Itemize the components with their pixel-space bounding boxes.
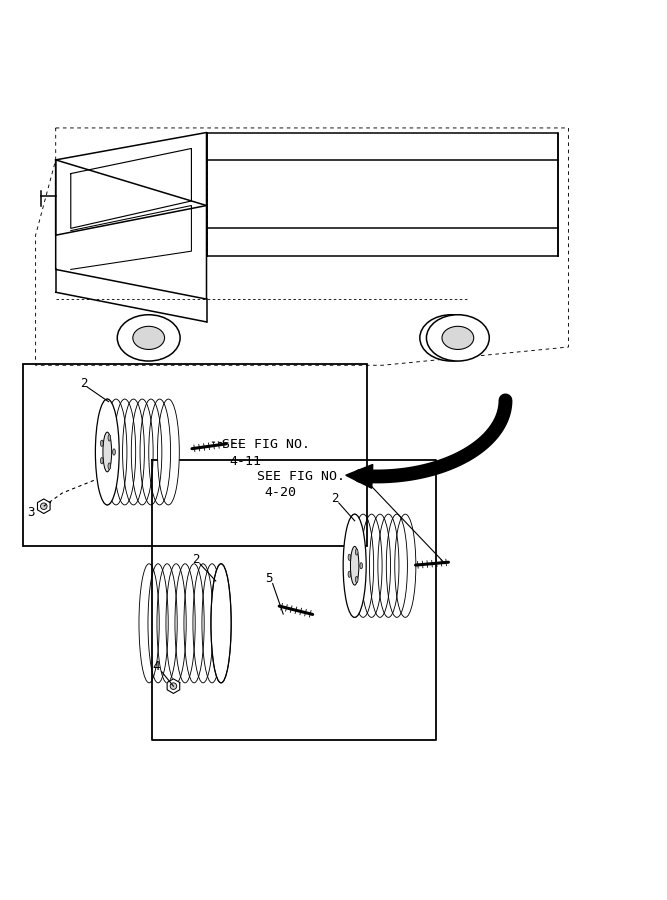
Ellipse shape	[348, 572, 351, 577]
Ellipse shape	[95, 399, 119, 505]
Ellipse shape	[133, 327, 165, 349]
Polygon shape	[346, 464, 373, 489]
Bar	[23, 364, 367, 546]
Text: 5: 5	[265, 572, 272, 586]
Ellipse shape	[350, 546, 359, 585]
Polygon shape	[37, 499, 50, 514]
Ellipse shape	[113, 449, 115, 455]
Text: 3: 3	[27, 506, 34, 518]
Circle shape	[41, 503, 47, 509]
Text: 2: 2	[80, 377, 87, 390]
Ellipse shape	[442, 327, 474, 349]
Ellipse shape	[420, 315, 483, 361]
Ellipse shape	[103, 432, 111, 472]
Ellipse shape	[108, 463, 111, 469]
Ellipse shape	[356, 549, 358, 555]
Text: 4-20: 4-20	[264, 487, 296, 500]
Ellipse shape	[101, 457, 103, 464]
Text: 4-11: 4-11	[229, 454, 261, 468]
Text: SEE FIG NO.: SEE FIG NO.	[222, 438, 310, 451]
Text: 2: 2	[192, 553, 199, 565]
Text: 2: 2	[331, 491, 339, 505]
Polygon shape	[167, 679, 179, 693]
Ellipse shape	[360, 562, 363, 569]
Ellipse shape	[356, 576, 358, 582]
Ellipse shape	[395, 514, 416, 617]
Ellipse shape	[348, 554, 351, 561]
Circle shape	[170, 683, 177, 689]
Ellipse shape	[426, 315, 490, 361]
Ellipse shape	[211, 563, 231, 683]
Ellipse shape	[117, 315, 180, 361]
Ellipse shape	[108, 435, 111, 441]
Text: SEE FIG NO.: SEE FIG NO.	[257, 470, 346, 483]
Ellipse shape	[157, 399, 179, 505]
Ellipse shape	[101, 440, 103, 446]
Ellipse shape	[343, 514, 366, 617]
Text: 4: 4	[153, 661, 160, 673]
